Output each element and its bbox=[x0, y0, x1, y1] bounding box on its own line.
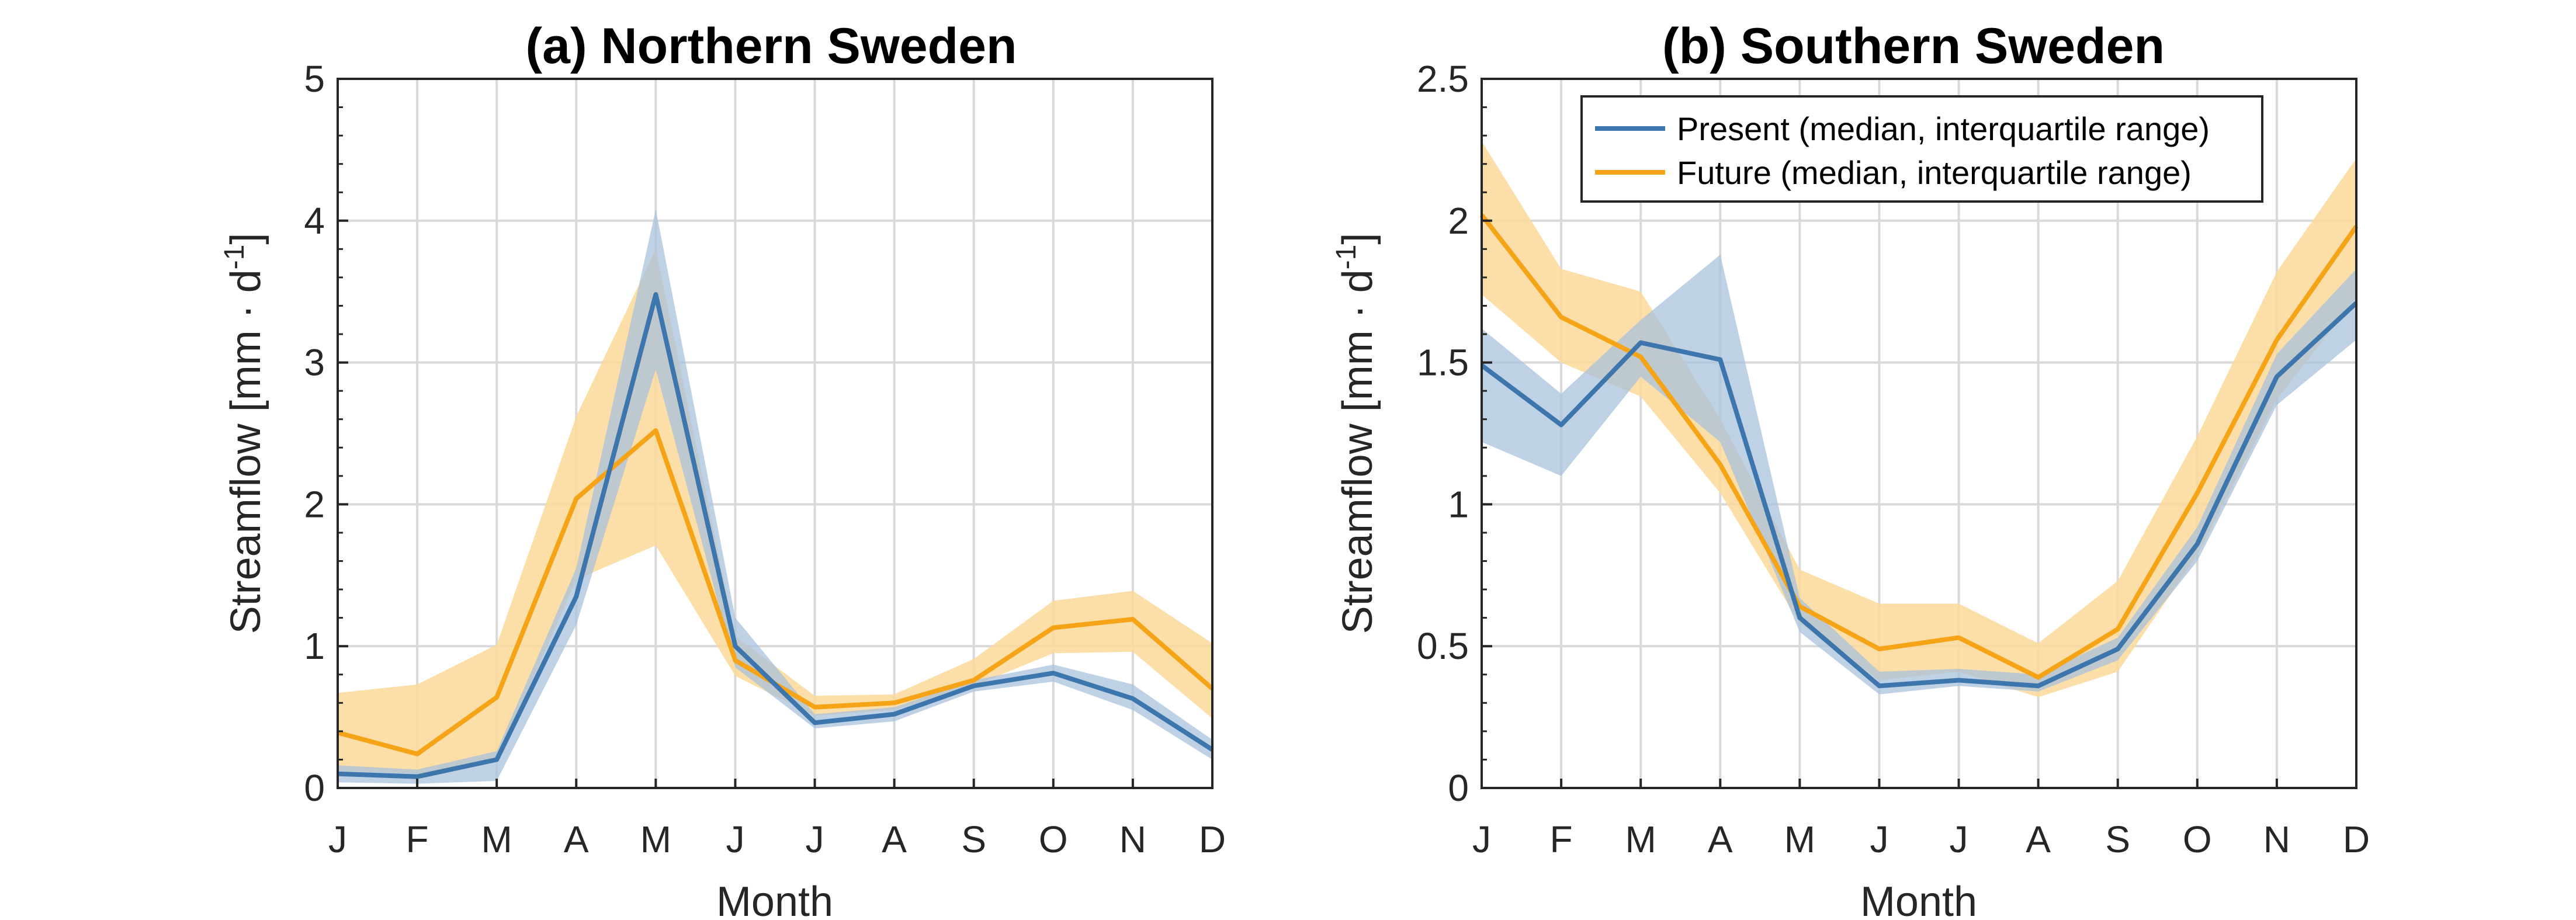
y-axis-label-main: Streamflow [mm · d bbox=[1334, 269, 1381, 634]
line-present bbox=[337, 292, 1214, 779]
x-tick-label: J bbox=[1950, 818, 1968, 860]
x-tick-label: J bbox=[1870, 818, 1888, 860]
y-axis-label-superscript: -1 bbox=[219, 245, 250, 270]
x-axis-label: Month bbox=[1860, 879, 1977, 920]
band-future bbox=[1482, 141, 2356, 697]
x-tick-label: A bbox=[1708, 818, 1733, 860]
x-tick-label: A bbox=[882, 818, 907, 860]
x-tick-label: F bbox=[406, 818, 429, 860]
y-tick-label: 3 bbox=[304, 342, 325, 384]
y-axis-label-superscript: -1 bbox=[1331, 245, 1362, 270]
line-future bbox=[1479, 213, 2359, 680]
y-axis-label: Streamflow [mm · d-1] bbox=[1331, 233, 1381, 634]
x-tick-label: O bbox=[2183, 818, 2212, 860]
y-axis-ticks: 0 0.5 1 1.5 2 2.5 bbox=[1417, 58, 1492, 809]
y-tick-label: 0 bbox=[304, 767, 325, 809]
y-axis-label-end: ] bbox=[223, 233, 269, 245]
line-present bbox=[1480, 301, 2358, 689]
legend-box bbox=[1580, 95, 2263, 203]
y-axis-label-main: Streamflow [mm · d bbox=[223, 269, 269, 634]
median-lines bbox=[337, 292, 1214, 779]
y-tick-label: 2.5 bbox=[1417, 58, 1469, 100]
y-tick-label: 5 bbox=[304, 58, 325, 100]
y-axis-ticks: 0 1 2 3 4 5 bbox=[304, 58, 348, 809]
x-tick-label: M bbox=[1784, 818, 1815, 860]
x-tick-label: J bbox=[328, 818, 347, 860]
x-tick-label: N bbox=[2263, 818, 2290, 860]
x-tick-label: S bbox=[2105, 818, 2130, 860]
legend-label-future: Future (median, interquartile range) bbox=[1677, 154, 2192, 191]
y-tick-label: 2 bbox=[304, 483, 325, 525]
y-tick-label: 1 bbox=[304, 625, 325, 667]
x-tick-label: D bbox=[2343, 818, 2370, 860]
y-tick-label: 4 bbox=[304, 200, 325, 242]
plot-area-border bbox=[1481, 78, 2357, 789]
y-tick-label: 1 bbox=[1448, 483, 1469, 525]
legend-label-present: Present (median, interquartile range) bbox=[1677, 110, 2210, 147]
x-tick-label: S bbox=[961, 818, 986, 860]
plot-area-border bbox=[337, 78, 1214, 789]
interquartile-bands bbox=[1482, 141, 2356, 697]
chart-title: (a) Northern Sweden bbox=[526, 18, 1017, 74]
y-tick-label: 0 bbox=[1448, 767, 1469, 809]
median-lines bbox=[1479, 213, 2359, 689]
legend: Present (median, interquartile range) Fu… bbox=[1580, 95, 2263, 203]
panel-southern-sweden: (b) Southern Sweden 0 0.5 1 1.5 2 2.5 J F M A M J J… bbox=[1331, 18, 2370, 920]
x-tick-label: A bbox=[2026, 818, 2051, 860]
x-tick-label: J bbox=[1472, 818, 1491, 860]
y-axis-label-end: ] bbox=[1334, 233, 1381, 245]
x-tick-label: M bbox=[1625, 818, 1656, 860]
x-tick-label: F bbox=[1550, 818, 1573, 860]
x-tick-label: J bbox=[806, 818, 824, 860]
x-tick-label: D bbox=[1199, 818, 1226, 860]
x-tick-label: A bbox=[564, 818, 589, 860]
y-tick-label: 0.5 bbox=[1417, 625, 1469, 667]
x-axis-label: Month bbox=[716, 879, 833, 920]
x-tick-label: J bbox=[726, 818, 744, 860]
x-tick-label: N bbox=[1119, 818, 1146, 860]
band-present bbox=[1482, 255, 2356, 695]
x-tick-label: M bbox=[640, 818, 671, 860]
y-axis-label: Streamflow [mm · d-1] bbox=[219, 233, 269, 634]
x-tick-label: O bbox=[1039, 818, 1068, 860]
y-tick-label: 1.5 bbox=[1417, 342, 1469, 384]
chart-title: (b) Southern Sweden bbox=[1662, 18, 2165, 74]
x-tick-label: M bbox=[481, 818, 512, 860]
y-tick-label: 2 bbox=[1448, 200, 1469, 242]
